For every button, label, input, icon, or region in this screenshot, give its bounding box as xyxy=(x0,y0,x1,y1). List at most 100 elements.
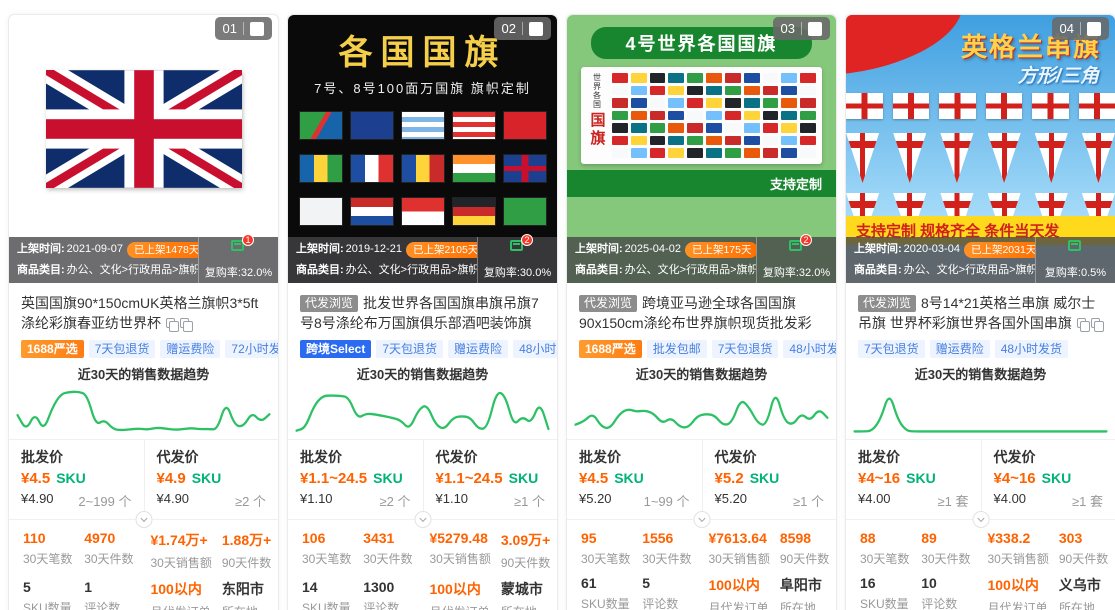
metric-value: ¥5279.48 xyxy=(429,530,488,546)
copy-icon[interactable] xyxy=(1076,318,1090,332)
flag-image xyxy=(649,110,666,120)
copy-alt-icon[interactable] xyxy=(1090,318,1104,332)
service-tag: 48小时发货 xyxy=(783,340,836,358)
shop-icon[interactable]: 2 xyxy=(789,234,812,253)
flag-image xyxy=(706,110,722,120)
flag-image xyxy=(612,85,628,95)
listed-date: 2025-04-02 xyxy=(624,243,681,255)
image-overlay: 上架时间: 2021-09-07 已上架1478天 商品类目: 办公、文化>行政… xyxy=(9,234,278,283)
collapse-button[interactable] xyxy=(414,511,431,528)
flag-image xyxy=(743,110,760,120)
metric-label: 30天笔数 xyxy=(581,552,631,566)
listed-days-badge: 已上架2105天 xyxy=(405,241,477,258)
shop-icon[interactable]: 1 xyxy=(231,234,254,253)
flag-image xyxy=(298,111,343,140)
dropship-range: ≥1 个 xyxy=(793,494,824,509)
repurchase-rate: 复购率:30.0% xyxy=(483,267,552,279)
flag-image xyxy=(349,111,394,140)
service-tag: 1688严选 xyxy=(579,340,642,358)
product-title[interactable]: 代发浏览批发世界各国国旗串旗吊旗7号8号涤纶布万国旗俱乐部酒吧装饰旗帜 xyxy=(288,283,557,333)
product-title[interactable]: 英国国旗90*150cmUK英格兰旗帜3*5ft涤纶彩旗春亚纺世界杯 xyxy=(21,295,259,332)
sales-trend-chart xyxy=(574,396,829,430)
card-select-badge[interactable]: 02 xyxy=(493,17,551,40)
category-label: 商品类目: xyxy=(854,264,902,276)
dropship-price-label: 代发价 xyxy=(435,449,478,465)
shop-icon[interactable] xyxy=(1068,240,1083,253)
metric-value: 1.88万+ xyxy=(221,532,272,548)
collapse-button[interactable] xyxy=(972,511,989,528)
flag-image xyxy=(630,73,647,83)
metric-label: 月代发订单 xyxy=(150,603,221,610)
dropship-price: ¥4~16 xyxy=(993,470,1036,487)
metric-value: 1 xyxy=(84,579,92,595)
repurchase-rate: 复购率:0.5% xyxy=(1044,267,1107,279)
product-image[interactable]: 各国国旗 7号、8号100面万国旗 旗帜定制 上架时间: 2019-12-21 … xyxy=(288,15,557,283)
flag-image xyxy=(724,110,741,120)
card-checkbox[interactable] xyxy=(1087,21,1101,36)
listed-days-badge: 已上架1478天 xyxy=(126,241,198,258)
wholesale-range: 2~199 个 xyxy=(78,494,132,509)
product-title[interactable]: 代发浏览 8号14*21英格兰串旗 威尔士吊旗 世界杯彩旗世界各国外国串旗 xyxy=(846,283,1115,333)
flag-image xyxy=(612,73,628,83)
category-value: 办公、文化>行政用品>旗帜 xyxy=(903,264,1035,276)
image-banner: 支持定制 xyxy=(567,169,836,197)
metric-value: 95 xyxy=(581,530,597,546)
service-tag: 72小时发货 xyxy=(225,340,278,358)
copy-alt-icon[interactable] xyxy=(180,318,193,332)
flag-image xyxy=(724,85,741,95)
listed-date: 2019-12-21 xyxy=(345,243,402,255)
sales-trend-chart xyxy=(16,390,271,432)
copy-icon[interactable] xyxy=(166,318,179,332)
england-flag-image xyxy=(939,93,976,119)
product-image[interactable]: 英格兰串旗 方形/三角 支持定制 规格齐全 条件当天发 上架时间: 2020-0… xyxy=(846,15,1115,283)
divider xyxy=(522,22,523,35)
shop-icon[interactable]: 2 xyxy=(510,234,533,253)
card-checkbox[interactable] xyxy=(250,21,264,36)
card-select-badge[interactable]: 01 xyxy=(214,17,272,40)
england-pennant-image xyxy=(1034,133,1068,183)
product-title[interactable]: 代发浏览跨境亚马逊全球各国国旗90x150cm涤纶布世界旗帜现货批发彩旗制做 xyxy=(567,283,836,333)
flag-image xyxy=(800,135,816,145)
flag-bunting xyxy=(288,111,557,140)
decor-ribbon xyxy=(846,15,971,78)
metric-value: 4970 xyxy=(84,530,116,546)
product-image[interactable]: 上架时间: 2021-09-07 已上架1478天 商品类目: 办公、文化>行政… xyxy=(9,15,278,283)
dropship-price-label: 代发价 xyxy=(156,449,199,465)
service-tag: 赠运费险 xyxy=(929,340,990,358)
shop-count-badge: 2 xyxy=(521,234,533,246)
flag-image xyxy=(687,148,704,158)
flag-image xyxy=(400,111,445,140)
collapse-button[interactable] xyxy=(693,511,710,528)
product-image[interactable]: 4号世界各国国旗 世界各国 国旗 支持定制 上架时间: 2025-04-02 已… xyxy=(567,15,836,283)
metric-label: 所在地 xyxy=(222,603,278,610)
service-tag: 48小时发货 xyxy=(513,340,557,358)
metric-value: 16 xyxy=(860,575,876,591)
card-select-badge[interactable]: 04 xyxy=(1051,17,1109,40)
collapse-button[interactable] xyxy=(135,511,152,528)
service-tags: 7天包退货 赠运费险 48小时发货 xyxy=(846,333,1115,359)
storefront-icon xyxy=(1068,240,1081,251)
metric-label: 90天件数 xyxy=(500,556,551,570)
flag-image xyxy=(706,123,722,133)
wholesale-range: 1~99 个 xyxy=(643,494,690,509)
dropship-price: ¥4.9 xyxy=(156,470,186,487)
card-checkbox[interactable] xyxy=(529,21,543,36)
sku-label: SKU xyxy=(56,470,86,486)
storefront-icon xyxy=(231,240,244,251)
flag-image xyxy=(762,85,779,95)
card-select-badge[interactable]: 03 xyxy=(772,17,830,40)
metric-label: 评论数 xyxy=(642,597,679,610)
wholesale-unit-price: ¥1.10 xyxy=(300,491,333,506)
card-checkbox[interactable] xyxy=(808,21,822,36)
flag-image xyxy=(451,111,496,140)
metric-value: 14 xyxy=(302,579,318,595)
flag-image xyxy=(349,154,394,183)
flag-image xyxy=(668,85,685,95)
image-overlay: 上架时间: 2020-03-04 已上架2031天 商品类目: 办公、文化>行政… xyxy=(846,237,1115,283)
wholesale-unit-price: ¥5.20 xyxy=(579,491,612,506)
metric-value: ¥338.2 xyxy=(987,530,1031,546)
metric-value: 5 xyxy=(642,575,650,591)
metric-value: 1300 xyxy=(363,579,395,595)
flag-image xyxy=(800,123,816,133)
sku-label: SKU xyxy=(749,470,780,486)
